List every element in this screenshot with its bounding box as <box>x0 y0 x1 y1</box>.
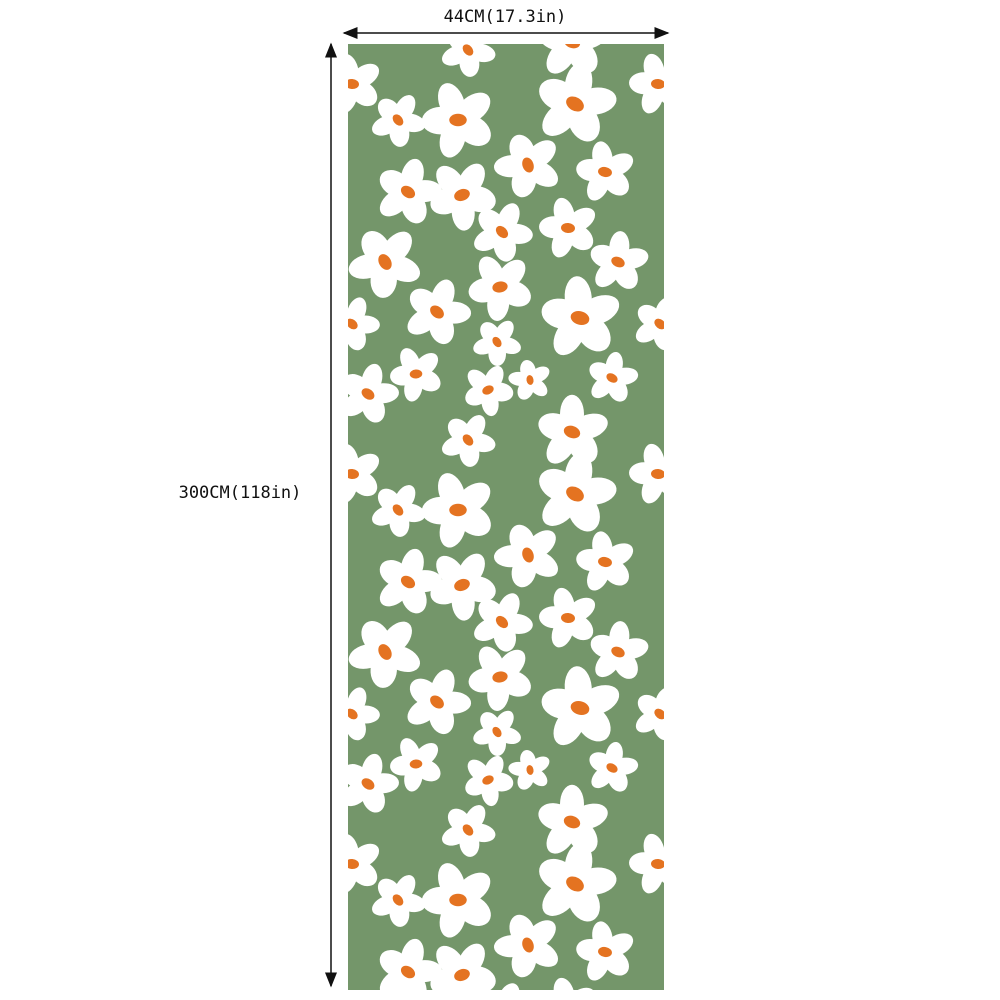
wallpaper-panel <box>348 44 664 990</box>
height-label: 300CM(118in) <box>179 483 302 503</box>
width-label: 44CM(17.3in) <box>444 7 567 27</box>
